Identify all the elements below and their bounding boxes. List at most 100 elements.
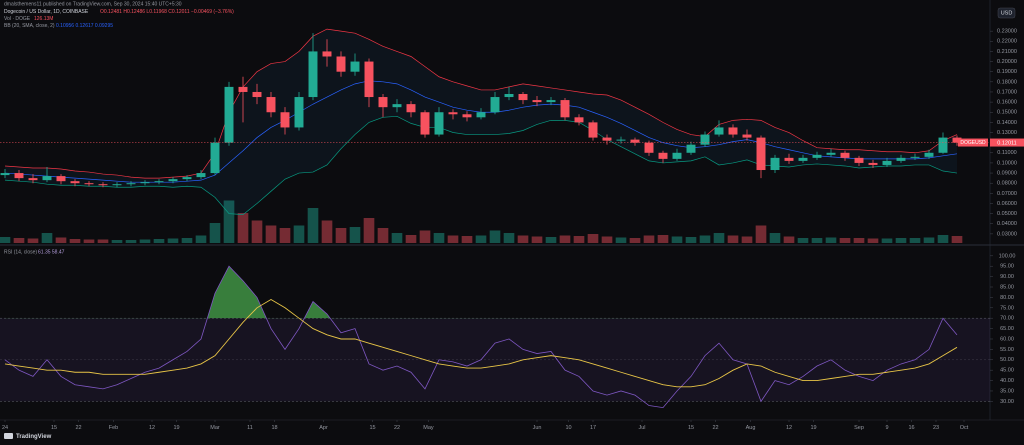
candle-body: [476, 112, 486, 118]
candle-body: [490, 97, 500, 113]
candle-body: [448, 112, 458, 115]
volume-bar: [769, 233, 781, 243]
y-tick-label: 90.00: [1000, 274, 1014, 280]
volume-bar: [741, 236, 753, 243]
y-tick-label: 45.00: [1000, 368, 1014, 374]
volume-bar: [573, 236, 585, 243]
candle-body: [98, 184, 108, 186]
x-tick-label: 22: [75, 425, 81, 431]
candle-body: [196, 173, 206, 178]
volume-bar: [699, 235, 711, 243]
candle-body: [672, 152, 682, 159]
y-tick-label: 0.08000: [997, 181, 1017, 187]
volume-bar: [727, 235, 739, 243]
x-tick-label: 23: [933, 425, 939, 431]
volume-bar: [279, 228, 291, 243]
x-tick-label: 11: [247, 425, 253, 431]
volume-bar: [307, 208, 319, 243]
candle-body: [392, 104, 402, 108]
y-tick-label: 75.00: [1000, 305, 1014, 311]
y-tick-label: 95.00: [1000, 264, 1014, 270]
volume-bar: [55, 237, 67, 243]
currency-box[interactable]: [997, 7, 1016, 19]
y-tick-label: 0.22000: [997, 39, 1017, 45]
x-tick-label: Mar: [210, 425, 220, 431]
symbol-label: DOGEUSD: [960, 140, 986, 146]
author-line: dmalsthemens11 published on TradingView.…: [4, 1, 182, 7]
y-tick-label: 0.04000: [997, 221, 1017, 227]
rsi-legend: RSI (14, close): [4, 249, 37, 255]
x-tick-label: 22: [394, 425, 400, 431]
y-tick-label: 0.21000: [997, 49, 1017, 55]
volume-bar: [657, 235, 669, 243]
volume-bar: [265, 225, 277, 243]
candle-body: [854, 157, 864, 163]
y-tick-label: 0.20000: [997, 59, 1017, 65]
logo-mark: [4, 433, 13, 439]
currency: USD: [1001, 11, 1013, 17]
symbol-title: Dogecoin / US Dollar, 1D, COINBASE: [4, 9, 89, 15]
volume-bar: [377, 228, 389, 243]
symbol-box: [958, 138, 988, 147]
volume-bar: [601, 236, 613, 243]
candle-body: [728, 127, 738, 135]
volume-bar: [531, 236, 543, 243]
y-tick-label: 55.00: [1000, 347, 1014, 353]
x-tick-label: Jun: [533, 425, 542, 431]
candle-body: [308, 51, 318, 98]
x-tick-label: Feb: [109, 425, 118, 431]
x-tick-label: 15: [369, 425, 375, 431]
candle-body: [826, 152, 836, 155]
volume-bar: [923, 237, 935, 243]
y-tick-label: 0.15000: [997, 110, 1017, 116]
y-tick-label: 0.17000: [997, 89, 1017, 95]
y-tick-label: 0.06000: [997, 201, 1017, 207]
volume-bar: [881, 238, 893, 243]
volume-bar: [587, 234, 599, 243]
y-tick-label: 70.00: [1000, 316, 1014, 322]
volume-bar: [391, 233, 403, 243]
candle-body: [714, 127, 724, 135]
volume-bar: [167, 238, 179, 243]
last-price-box: [990, 138, 1024, 147]
volume-bar: [643, 235, 655, 243]
y-tick-label: 0.19000: [997, 69, 1017, 75]
volume-bar: [489, 230, 501, 243]
volume-bar: [909, 238, 921, 243]
y-tick-label: 0.14000: [997, 120, 1017, 126]
volume-bar: [419, 230, 431, 243]
candle-body: [896, 157, 906, 161]
candle-body: [910, 156, 920, 158]
y-tick-label: 0.11000: [997, 150, 1016, 156]
candle-body: [882, 160, 892, 165]
candle-body: [14, 173, 24, 179]
candle-body: [756, 137, 766, 171]
candle-body: [560, 100, 570, 118]
candle-body: [686, 144, 696, 153]
y-tick-label: 35.00: [1000, 388, 1014, 394]
y-tick-label: 60.00: [1000, 336, 1014, 342]
candle-body: [588, 122, 598, 138]
volume-bar: [811, 238, 823, 243]
candle-body: [952, 137, 962, 143]
volume-bar: [349, 227, 361, 243]
y-tick-label: 80.00: [1000, 295, 1014, 301]
volume-bar: [671, 236, 683, 243]
candle-body: [140, 182, 150, 184]
x-tick-label: Apr: [319, 425, 328, 431]
x-tick-label: 10: [565, 425, 571, 431]
volume-bar: [69, 239, 81, 243]
x-tick-label: 19: [173, 425, 179, 431]
x-tick-label: 12: [786, 425, 792, 431]
volume-bar: [111, 240, 123, 243]
x-tick-label: Jul: [638, 425, 645, 431]
overbought-fill: [5, 266, 957, 319]
y-tick-label: 0.18000: [997, 79, 1017, 85]
volume-bar: [755, 225, 767, 243]
candle-body: [112, 184, 122, 186]
candle-body: [350, 61, 360, 72]
candle-body: [126, 183, 136, 185]
candle-body: [28, 178, 38, 181]
